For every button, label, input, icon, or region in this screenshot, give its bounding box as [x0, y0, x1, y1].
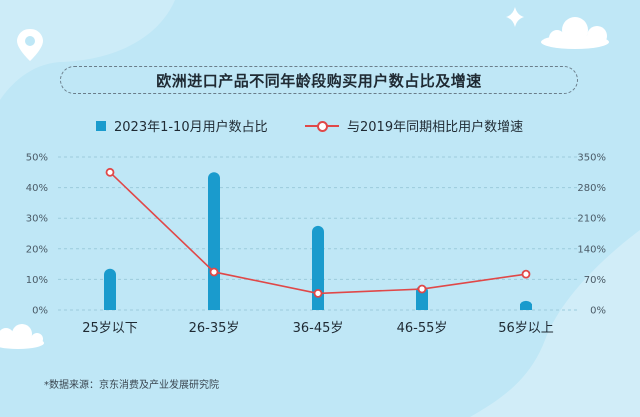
- line-point: [105, 167, 115, 177]
- legend-swatch-bar: [96, 120, 106, 131]
- y-right-tick-label: 70%: [584, 275, 606, 286]
- y-left-tick-label: 40%: [26, 183, 48, 194]
- legend-swatch-line: [305, 120, 339, 132]
- y-left-tick-label: 0%: [32, 306, 48, 317]
- y-right-tick-label: 280%: [577, 183, 606, 194]
- line-point: [417, 284, 427, 294]
- y-left-tick-label: 30%: [26, 214, 48, 225]
- bar: [312, 225, 324, 310]
- x-tick-label: 25岁以下: [82, 321, 138, 336]
- x-tick-label: 36-45岁: [293, 321, 344, 336]
- y-right-tick-label: 0%: [590, 306, 606, 317]
- chart-title: 欧洲进口产品不同年龄段购买用户数占比及增速: [60, 66, 578, 94]
- y-left-tick-label: 20%: [26, 244, 48, 255]
- corner-blob-bottom-right: [470, 230, 640, 417]
- y-left-tick-label: 10%: [26, 275, 48, 286]
- legend-label-line: 与2019年同期相比用户数增速: [347, 120, 524, 135]
- legend: 2023年1-10月用户数占比 与2019年同期相比用户数增速: [0, 116, 640, 136]
- line-point: [521, 269, 531, 279]
- x-tick-label: 56岁以上: [498, 321, 554, 336]
- corner-blob-top-left: [0, 0, 175, 100]
- bar-base: [520, 304, 532, 310]
- bar: [104, 268, 116, 310]
- line-point: [313, 288, 323, 298]
- legend-item-line: 与2019年同期相比用户数增速: [305, 116, 523, 135]
- bar-base: [208, 304, 220, 310]
- bar-base: [416, 304, 428, 310]
- cloud-icon: [541, 17, 609, 49]
- y-right-tick-label: 140%: [577, 244, 606, 255]
- bar: [208, 172, 220, 310]
- bar-base: [104, 304, 116, 310]
- legend-label-bar: 2023年1-10月用户数占比: [114, 120, 268, 135]
- y-right-tick-label: 350%: [577, 153, 606, 164]
- source-note: *数据来源：京东消费及产业发展研究院: [44, 380, 219, 391]
- cloud-icon: [0, 324, 44, 349]
- location-pin-icon: [17, 29, 43, 61]
- x-tick-label: 46-55岁: [397, 321, 448, 336]
- x-tick-label: 26-35岁: [189, 321, 240, 336]
- y-right-tick-label: 210%: [577, 214, 606, 225]
- y-left-tick-label: 50%: [26, 153, 48, 164]
- line-point: [209, 267, 219, 277]
- sparkle-icon: [506, 7, 524, 27]
- legend-item-bar: 2023年1-10月用户数占比: [96, 116, 268, 135]
- bar-base: [312, 304, 324, 310]
